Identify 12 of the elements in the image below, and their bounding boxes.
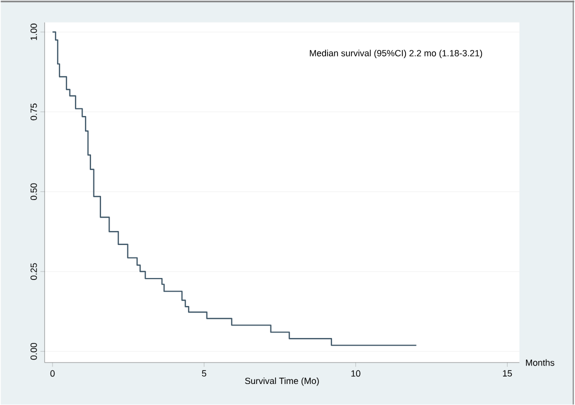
annotation: Median survival (95%CI) 2.2 mo (1.18-3.21) [310,50,482,58]
y-tick-label: 1.00 [30,24,37,40]
x-axis-title: Survival Time (Mo) [245,378,319,386]
x-tick-label: 10 [351,370,360,377]
y-tick-label: 0.00 [30,343,37,360]
y-tick-label: 0.75 [30,104,37,120]
x-tick-label: 0 [50,370,55,377]
x-tick-label: 5 [202,370,206,377]
text: Months [526,359,554,366]
y-tick-label: 0.50 [30,183,37,200]
x-tick-label: 15 [502,370,512,377]
y-tick-label: 0.25 [30,263,37,280]
